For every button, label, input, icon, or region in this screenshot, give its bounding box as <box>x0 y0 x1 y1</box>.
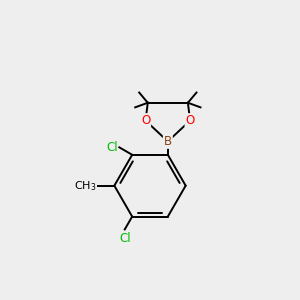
Text: B: B <box>164 135 172 148</box>
Text: Cl: Cl <box>119 232 130 245</box>
Text: O: O <box>185 114 195 127</box>
Text: O: O <box>141 114 150 127</box>
Text: CH$_3$: CH$_3$ <box>74 179 97 193</box>
Text: Cl: Cl <box>106 141 118 154</box>
